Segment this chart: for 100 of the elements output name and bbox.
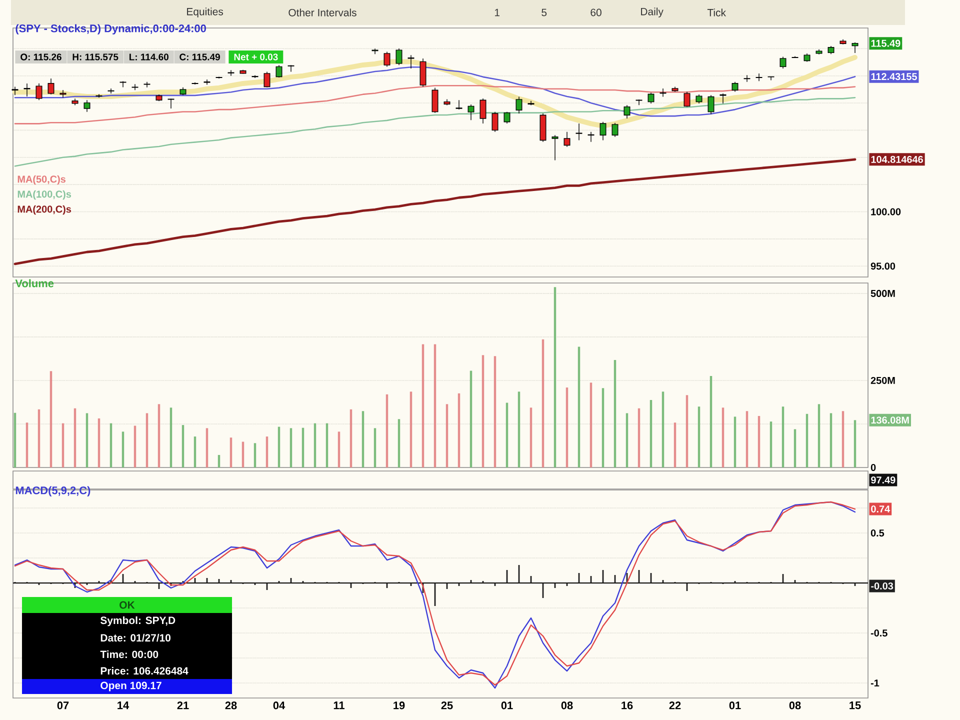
annotation: Price: 106.426484	[100, 666, 188, 675]
bar	[266, 436, 268, 468]
bar	[830, 413, 832, 468]
bar	[398, 419, 400, 468]
candlestick	[624, 104, 630, 119]
candlestick	[564, 131, 570, 148]
y-tick-label: -1	[870, 680, 880, 686]
candlestick	[240, 70, 246, 74]
candlestick	[192, 82, 198, 85]
bar	[386, 394, 388, 468]
bar	[590, 382, 592, 468]
candlestick	[804, 53, 810, 62]
candlestick	[540, 113, 546, 142]
candlestick	[732, 81, 738, 92]
x-tick-label: 19	[394, 702, 405, 710]
text: 1	[495, 8, 500, 16]
candlestick	[756, 73, 762, 82]
bar	[746, 411, 748, 468]
text: 97.49	[871, 476, 896, 484]
candlestick	[396, 48, 402, 66]
candlestick	[108, 88, 114, 94]
candlestick	[792, 56, 798, 58]
bar	[794, 429, 796, 468]
bar	[74, 408, 76, 468]
bar	[614, 360, 616, 468]
bar	[602, 388, 604, 468]
text: MA(200,C)s	[18, 205, 72, 215]
candlestick	[456, 100, 462, 110]
annotation: Open 109.17	[100, 682, 162, 692]
bar	[134, 426, 136, 468]
annotation: H: 115.575	[72, 54, 118, 60]
candlestick	[180, 87, 186, 96]
bar	[770, 422, 772, 468]
annotation: Time: 00:00	[100, 650, 158, 658]
x-tick-label: 07	[57, 702, 69, 710]
bar	[758, 416, 760, 468]
bar	[218, 454, 220, 468]
annotation: Net + 0.03	[234, 54, 278, 60]
bar	[278, 426, 280, 468]
candlestick	[468, 104, 474, 120]
candlestick	[420, 58, 426, 88]
text: -0.03	[871, 582, 894, 590]
y-tick-label: 500M	[870, 290, 895, 297]
text: Daily	[641, 8, 664, 18]
annotation: L: 114.60	[130, 54, 168, 60]
candlestick	[24, 83, 30, 97]
candlestick	[84, 100, 90, 112]
x-tick-label: 14	[118, 702, 130, 710]
bar	[26, 422, 28, 468]
chart-title: MACD(5,9,2,C)	[16, 486, 90, 496]
candlestick	[636, 99, 642, 106]
x-tick-label: 25	[441, 702, 453, 710]
bar	[314, 423, 316, 468]
bar	[50, 371, 52, 468]
bar	[578, 346, 580, 468]
candlestick	[660, 88, 666, 98]
data-label: 0.74	[871, 505, 890, 513]
annotation: Symbol: SPY,D	[100, 616, 176, 626]
candlestick	[444, 98, 450, 106]
candlestick	[168, 98, 174, 109]
bar	[638, 408, 640, 468]
candlestick	[768, 76, 774, 81]
bar	[434, 344, 436, 468]
bar	[662, 392, 664, 468]
candlestick	[228, 70, 234, 76]
x-tick-label: 11	[334, 702, 344, 710]
bar	[230, 438, 232, 468]
text: MA(100,C)s	[18, 190, 72, 200]
candlestick	[408, 54, 414, 69]
bar	[206, 428, 208, 468]
bar	[842, 411, 844, 468]
candlestick	[696, 94, 702, 104]
bar	[422, 344, 424, 468]
text: MA(50,C)s	[18, 175, 66, 185]
candlestick	[612, 122, 618, 138]
bar	[122, 432, 124, 468]
bar	[374, 428, 376, 468]
bar	[446, 404, 448, 468]
x-tick-label: 22	[669, 702, 681, 710]
candlestick	[588, 131, 594, 142]
bar	[362, 411, 364, 468]
bar	[410, 392, 412, 468]
bar	[854, 420, 856, 468]
x-tick-label: 21	[177, 702, 189, 710]
bar	[170, 408, 172, 468]
candlestick	[744, 74, 750, 82]
candlestick	[720, 93, 726, 104]
bar	[14, 412, 16, 468]
candlestick	[204, 79, 210, 86]
bar	[470, 370, 472, 468]
candlestick	[480, 98, 486, 124]
bar	[242, 442, 244, 468]
candlestick	[384, 51, 390, 68]
y-tick-label: 95.00	[870, 262, 896, 270]
x-tick-label: 28	[225, 702, 237, 710]
bar	[554, 287, 556, 468]
candlestick	[600, 121, 606, 141]
chart-title: Volume	[15, 279, 54, 288]
x-tick-label: 01	[729, 702, 741, 710]
candlestick	[852, 42, 858, 54]
